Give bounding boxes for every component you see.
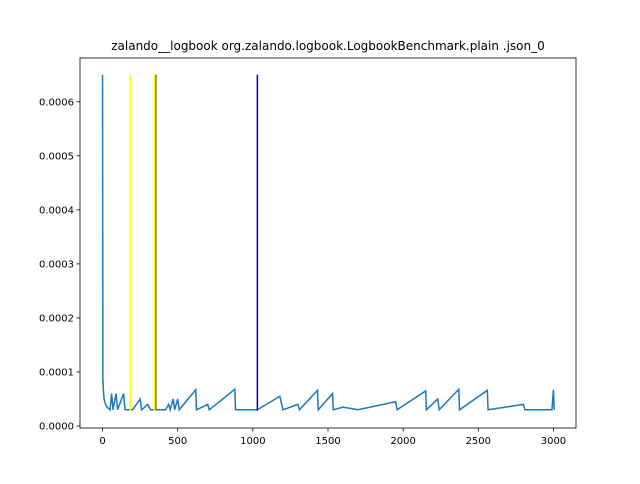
y-tick-label: 0.0003: [39, 259, 74, 270]
y-tick-label: 0.0006: [39, 97, 74, 108]
x-tick-label: 0: [99, 436, 105, 447]
y-tick-label: 0.0005: [39, 151, 74, 162]
x-tick-label: 2000: [390, 436, 415, 447]
x-tick-label: 500: [168, 436, 187, 447]
x-tick-label: 2500: [466, 436, 491, 447]
y-tick-label: 0.0000: [39, 422, 74, 433]
y-tick-label: 0.0001: [39, 367, 74, 378]
x-tick-label: 1000: [240, 436, 265, 447]
y-tick-label: 0.0004: [39, 205, 74, 216]
chart-title: zalando__logbook org.zalando.logbook.Log…: [111, 39, 545, 53]
data-line: [101, 74, 555, 413]
x-tick-label: 1500: [315, 436, 340, 447]
x-tick-label: 3000: [541, 436, 566, 447]
y-tick-label: 0.0002: [39, 313, 74, 324]
